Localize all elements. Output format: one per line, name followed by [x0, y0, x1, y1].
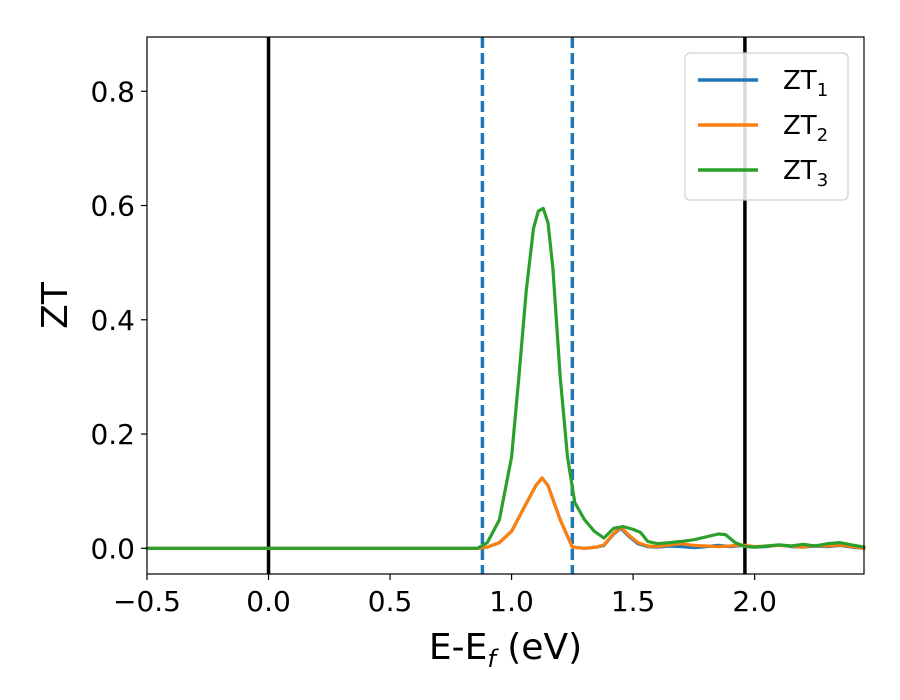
x-axis-ticks: −0.5 0.0 0.5 1.0 1.5 2.0: [113, 574, 777, 618]
series-line-3: [145, 206, 866, 550]
y-tick-label-4: 0.8: [90, 75, 135, 108]
series-lines: [145, 206, 866, 550]
legend-label-2: ZT2: [783, 111, 828, 146]
y-tick-label-0: 0.0: [90, 532, 135, 565]
legend-label-3: ZT3: [783, 156, 828, 191]
x-axis-label-unit: (eV): [496, 627, 582, 668]
y-axis-label: ZT: [35, 281, 76, 329]
x-tick-label-1: 0.0: [246, 585, 291, 618]
y-axis-ticks: 0.0 0.2 0.4 0.6 0.8: [90, 75, 147, 565]
y-tick-label-3: 0.6: [90, 190, 135, 223]
x-tick-label-0: −0.5: [113, 585, 181, 618]
plot-frame: [146, 36, 865, 575]
legend-box: [684, 52, 849, 201]
x-tick-label-2: 0.5: [368, 585, 413, 618]
legend: ZT1 ZT2 ZT3: [684, 52, 849, 201]
reference-lines: [266, 37, 747, 574]
x-tick-label-3: 1.0: [489, 585, 534, 618]
x-axis-label-main: E-E: [429, 627, 487, 668]
x-tick-label-5: 2.0: [732, 585, 777, 618]
legend-label-1: ZT1: [783, 66, 828, 101]
x-tick-label-4: 1.5: [611, 585, 656, 618]
y-tick-label-1: 0.2: [90, 418, 135, 451]
x-axis-label: E-Ef (eV): [429, 627, 582, 673]
y-tick-label-2: 0.4: [90, 304, 135, 337]
